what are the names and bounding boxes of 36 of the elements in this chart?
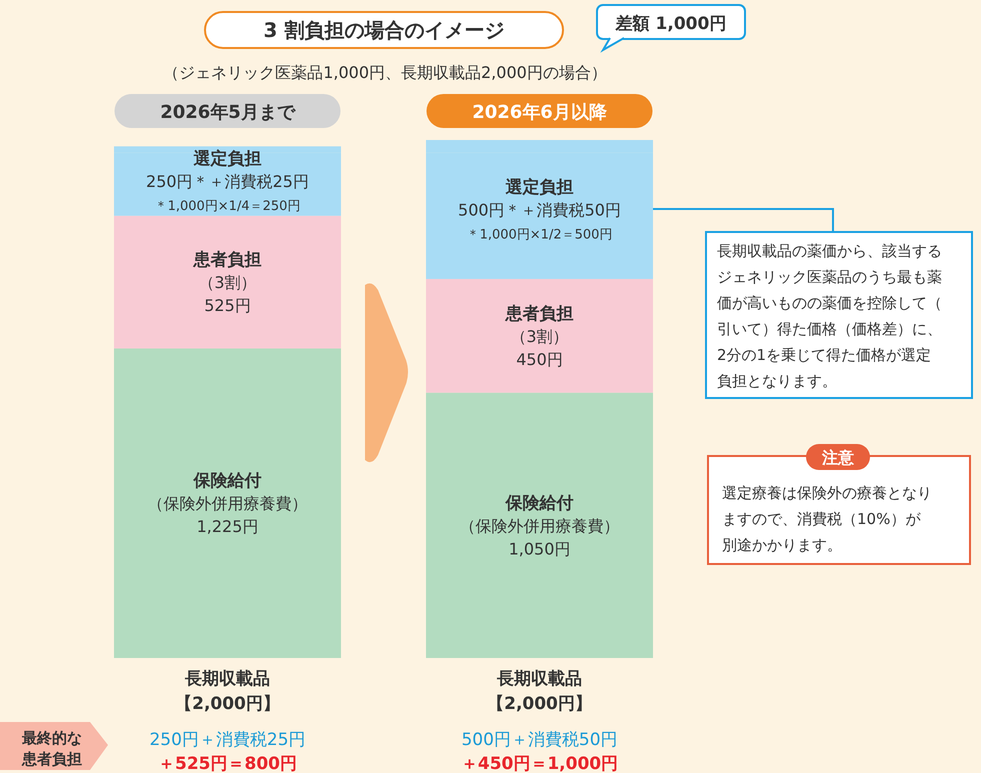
data-label: （3割） 525円	[198, 273, 257, 316]
text: 差額 1,000円	[614, 14, 726, 34]
text: 注意	[821, 448, 855, 467]
chart-title: 3 割負担の場合のイメージ	[264, 18, 504, 42]
text: 500円＋消費税50円	[461, 730, 618, 750]
text: 長期収載品	[184, 669, 270, 689]
text: 選定負担	[506, 177, 574, 198]
series-label: 選定負担	[194, 149, 262, 170]
bar	[114, 216, 341, 348]
text: 250円＋消費税25円	[149, 730, 306, 750]
text: 最終的な	[21, 729, 82, 747]
data-label: （3割） 450円	[510, 326, 569, 369]
text: 長期収載品の薬価から、該当するジェネリック医薬品のうち最も薬価が高いものの薬価を控除して（引いて）得た価格（価格差）に、2分の1を乗じて得た価格が選定負担となります。	[717, 242, 942, 390]
data-label: （保険外併用療養費） 1,225円	[148, 494, 308, 536]
series-label: 患者負担	[504, 304, 574, 324]
text: ＋525円＝800円	[158, 754, 297, 773]
data-label: （保険外併用療養費） 1,050円	[460, 516, 620, 558]
text: 選定療養は保険外の療養となりますので、消費税（10%）が別途かかります。	[722, 484, 932, 554]
text: 250円＊＋消費税25円	[146, 172, 309, 192]
annotation: ＊1,000円×1/2＝500円	[466, 227, 612, 242]
bar	[114, 348, 341, 658]
x-tick-label: 2026年5月まで	[160, 102, 296, 123]
text: 保険給付	[506, 493, 574, 514]
text: ＋450円＝1,000円	[460, 754, 618, 773]
annotation: 患者負担	[192, 250, 262, 270]
text: 長期収載品	[496, 669, 582, 689]
bar	[426, 392, 653, 658]
text: 【2,000円】	[175, 694, 280, 714]
annotation: ＊1,000円×1/4＝250円	[154, 199, 300, 214]
text: 【2,000円】	[487, 694, 592, 714]
chart-subtitle: （ジェネリック医薬品1,000円、長期収載品2,000円の場合）	[163, 63, 607, 82]
text: 500円＊＋消費税50円	[458, 200, 621, 220]
series-label: 保険給付	[192, 471, 262, 492]
text: 患者負担	[22, 750, 82, 768]
bar	[426, 278, 653, 393]
x-tick-label: 2026年6月以降	[472, 102, 608, 123]
